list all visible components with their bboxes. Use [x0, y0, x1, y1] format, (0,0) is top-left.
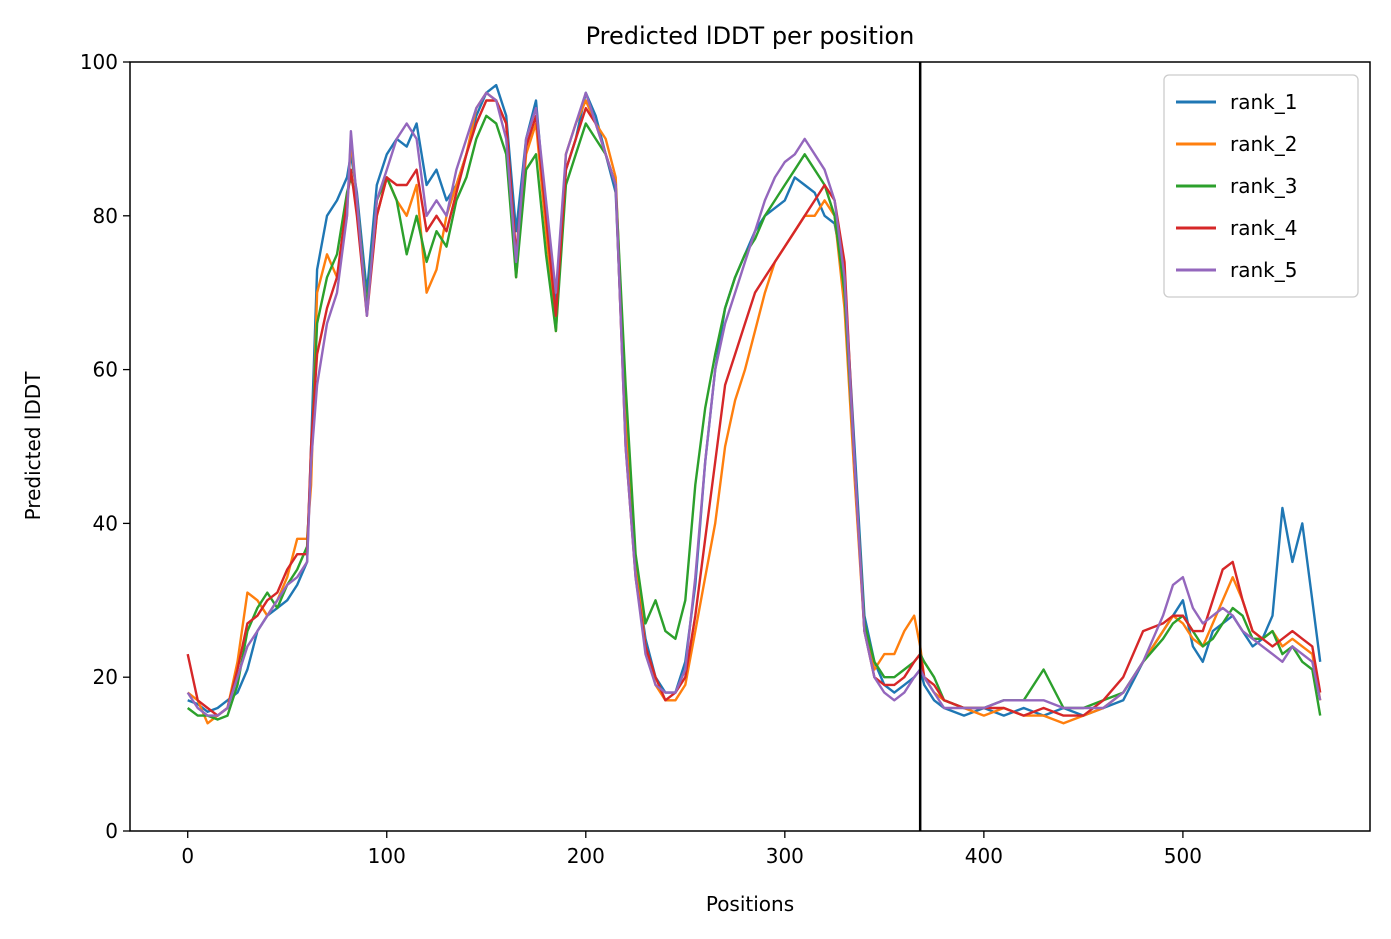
legend-label-rank_3: rank_3 [1230, 174, 1297, 198]
x-tick-label: 0 [181, 844, 194, 868]
y-tick-label: 100 [80, 50, 118, 74]
x-axis-title: Positions [706, 892, 794, 916]
x-tick-label: 400 [965, 844, 1003, 868]
x-tick-label: 200 [567, 844, 605, 868]
series-layer [186, 83, 1322, 725]
legend: rank_1 rank_2 rank_3 rank_4 rank_5 [1163, 74, 1359, 298]
y-tick-label: 0 [105, 819, 118, 843]
legend-label-rank_1: rank_1 [1230, 90, 1297, 114]
legend-label-rank_4: rank_4 [1230, 216, 1297, 240]
y-tick-label: 20 [93, 665, 118, 689]
legend-label-rank_2: rank_2 [1230, 132, 1297, 156]
legend-label-rank_5: rank_5 [1230, 258, 1297, 282]
x-tick-label: 500 [1164, 844, 1202, 868]
y-axis-title: Predicted lDDT [21, 371, 45, 521]
y-axis: 0 20 40 60 80 100 [80, 50, 130, 843]
x-tick-label: 100 [368, 844, 406, 868]
y-tick-label: 80 [93, 204, 118, 228]
x-axis: 0 100 200 300 400 500 [181, 831, 1202, 868]
chart-title: Predicted lDDT per position [586, 22, 915, 50]
x-tick-label: 300 [766, 844, 804, 868]
y-tick-label: 40 [93, 511, 118, 535]
legend-box [1163, 74, 1359, 298]
y-tick-label: 60 [93, 358, 118, 382]
series-line-rank_5 [186, 91, 1322, 717]
plot-frame [129, 61, 1371, 832]
